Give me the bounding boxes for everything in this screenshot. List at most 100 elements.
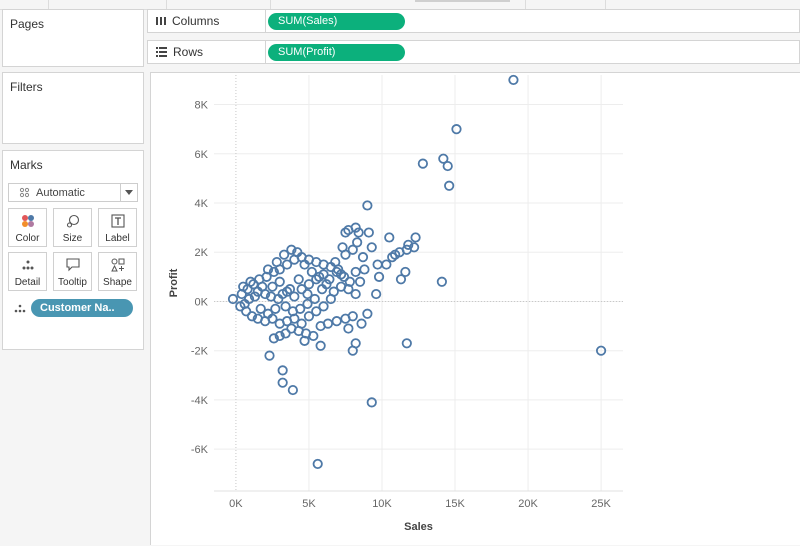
data-point: [442, 160, 453, 172]
data-point: [340, 227, 351, 238]
data-point: [280, 301, 291, 312]
detail-field-row: Customer Na..: [14, 299, 136, 317]
data-point: [289, 291, 300, 302]
data-point: [381, 259, 392, 270]
data-point: [248, 279, 259, 290]
shape-label: Shape: [103, 277, 132, 288]
y-tick-label: 0K: [195, 296, 209, 308]
data-point: [287, 384, 298, 396]
detail-icon: [9, 258, 46, 272]
filters-card[interactable]: Filters: [2, 72, 144, 144]
columns-label: Columns: [172, 14, 220, 28]
data-point: [318, 301, 329, 312]
data-point: [324, 274, 335, 285]
data-point: [268, 333, 279, 344]
data-point: [340, 313, 351, 324]
x-tick-label: 10K: [372, 498, 392, 510]
customer-name-field-pill[interactable]: Customer Na..: [31, 299, 133, 317]
rows-shelf[interactable]: Rows SUM(Profit): [147, 40, 800, 64]
data-point: [312, 458, 323, 470]
scatter-plot[interactable]: -6K -4K -2K 0K 2K 4K 6K 8K 0K 5K 10K 15K 20K 25K Sales…: [151, 73, 800, 546]
data-point: [363, 227, 374, 238]
data-point: [311, 306, 322, 317]
label-button[interactable]: Label: [98, 208, 137, 247]
size-button[interactable]: Size: [53, 208, 92, 247]
mark-type-dropdown[interactable]: Automatic: [8, 183, 138, 202]
data-point: [264, 350, 275, 361]
data-point: [356, 318, 367, 329]
shape-button[interactable]: Shape: [98, 252, 137, 291]
data-point: [394, 247, 405, 258]
y-tick-label: 2K: [195, 247, 209, 259]
data-point: [347, 345, 358, 356]
data-point: [353, 227, 364, 238]
top-tab[interactable]: [525, 0, 606, 9]
data-point: [362, 308, 373, 319]
x-tick-label: 0K: [229, 498, 243, 510]
pages-title: Pages: [10, 17, 45, 31]
top-tab-selected-indicator: [415, 0, 510, 2]
data-point: [395, 274, 407, 285]
data-point: [436, 276, 447, 287]
data-point: [311, 274, 322, 285]
data-point: [292, 247, 303, 258]
data-point: [417, 158, 428, 169]
top-tab[interactable]: [0, 0, 49, 9]
top-tab[interactable]: [270, 0, 526, 9]
y-tick-label: 4K: [195, 198, 209, 210]
data-point: [286, 244, 297, 255]
rows-label: Rows: [173, 45, 204, 59]
data-point: [227, 293, 239, 305]
data-point: [303, 279, 315, 290]
data-point: [299, 335, 310, 346]
data-point: [350, 266, 361, 278]
pages-card[interactable]: Pages: [2, 9, 144, 67]
data-point: [595, 345, 607, 356]
data-point: [274, 276, 285, 287]
y-tick-label: -2K: [191, 346, 209, 358]
size-label: Size: [62, 233, 83, 244]
detail-icon: [14, 304, 26, 316]
data-point: [296, 284, 307, 295]
chevron-down-icon[interactable]: [120, 184, 137, 201]
y-tick-label: 6K: [195, 149, 209, 161]
sum-profit-pill[interactable]: SUM(Profit): [268, 44, 405, 61]
tooltip-label: Tooltip: [58, 277, 87, 288]
columns-shelf[interactable]: Columns SUM(Sales): [147, 9, 800, 33]
data-point: [373, 271, 385, 282]
color-button[interactable]: Color: [8, 208, 47, 247]
data-point: [371, 288, 382, 300]
rows-icon: [156, 47, 167, 57]
sum-sales-pill[interactable]: SUM(Sales): [268, 13, 405, 30]
data-point: [293, 274, 304, 285]
color-label: Color: [15, 233, 40, 244]
top-tab[interactable]: [166, 0, 271, 9]
tooltip-button[interactable]: Tooltip: [53, 252, 92, 291]
y-tick-label: -6K: [191, 444, 209, 456]
data-point: [362, 200, 373, 211]
data-point: [403, 239, 414, 250]
data-point: [338, 271, 350, 282]
data-point: [284, 284, 296, 295]
size-icon: [54, 214, 91, 228]
data-point: [451, 124, 462, 135]
data-point: [444, 180, 455, 191]
data-point: [277, 377, 288, 388]
data-point: [238, 281, 249, 292]
detail-button[interactable]: Detail: [8, 252, 47, 291]
y-tick-label: -4K: [191, 395, 209, 407]
data-point: [359, 264, 370, 275]
mark-type-label: Automatic: [36, 187, 85, 199]
top-tab[interactable]: [48, 0, 167, 9]
data-point: [315, 320, 326, 332]
data-point: [249, 291, 261, 302]
y-axis-title: Profit: [168, 268, 180, 297]
label-label: Label: [105, 233, 130, 244]
visualization-area[interactable]: -6K -4K -2K 0K 2K 4K 6K 8K 0K 5K 10K 15K 20K 25K Sales…: [150, 72, 800, 545]
columns-shelf-label: Columns: [148, 10, 266, 32]
data-point: [347, 244, 358, 255]
detail-label: Detail: [14, 277, 41, 288]
text-label-icon: [99, 214, 136, 228]
data-point: [286, 323, 297, 334]
y-tick-label: 8K: [195, 100, 209, 112]
